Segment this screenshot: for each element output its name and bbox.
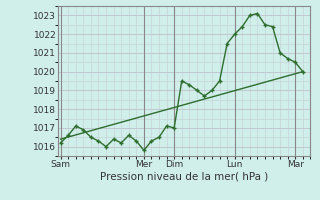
X-axis label: Pression niveau de la mer( hPa ): Pression niveau de la mer( hPa )	[100, 172, 268, 182]
